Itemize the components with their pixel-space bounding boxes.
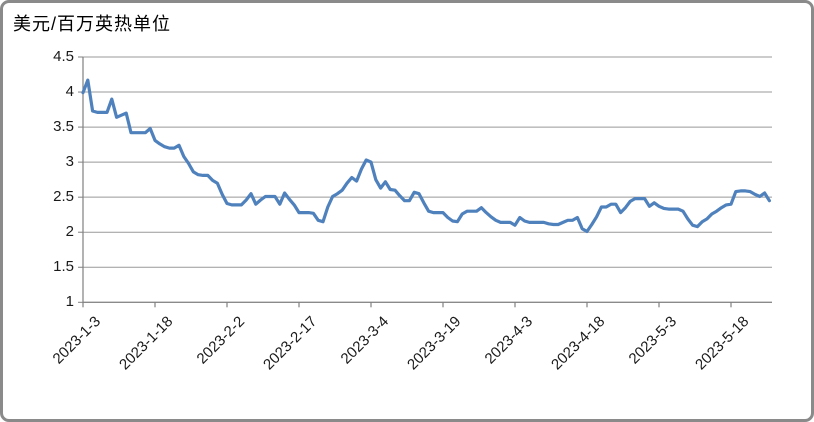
y-axis-tick-label: 1: [65, 293, 74, 311]
y-axis-tick-label: 2.5: [53, 188, 74, 206]
y-axis-tick-label: 3: [65, 153, 74, 171]
price-line: [81, 78, 772, 234]
gridlines: [83, 56, 772, 303]
chart-title: 美元/百万英热单位: [13, 14, 172, 34]
y-axis-tick-label: 2: [65, 223, 74, 241]
axes: [78, 56, 772, 308]
y-axis-tick-label: 4: [65, 83, 74, 101]
y-axis-tick-label: 4.5: [53, 48, 74, 65]
y-axis-tick-label: 3.5: [53, 118, 74, 136]
y-axis-tick-label: 1.5: [53, 258, 74, 276]
